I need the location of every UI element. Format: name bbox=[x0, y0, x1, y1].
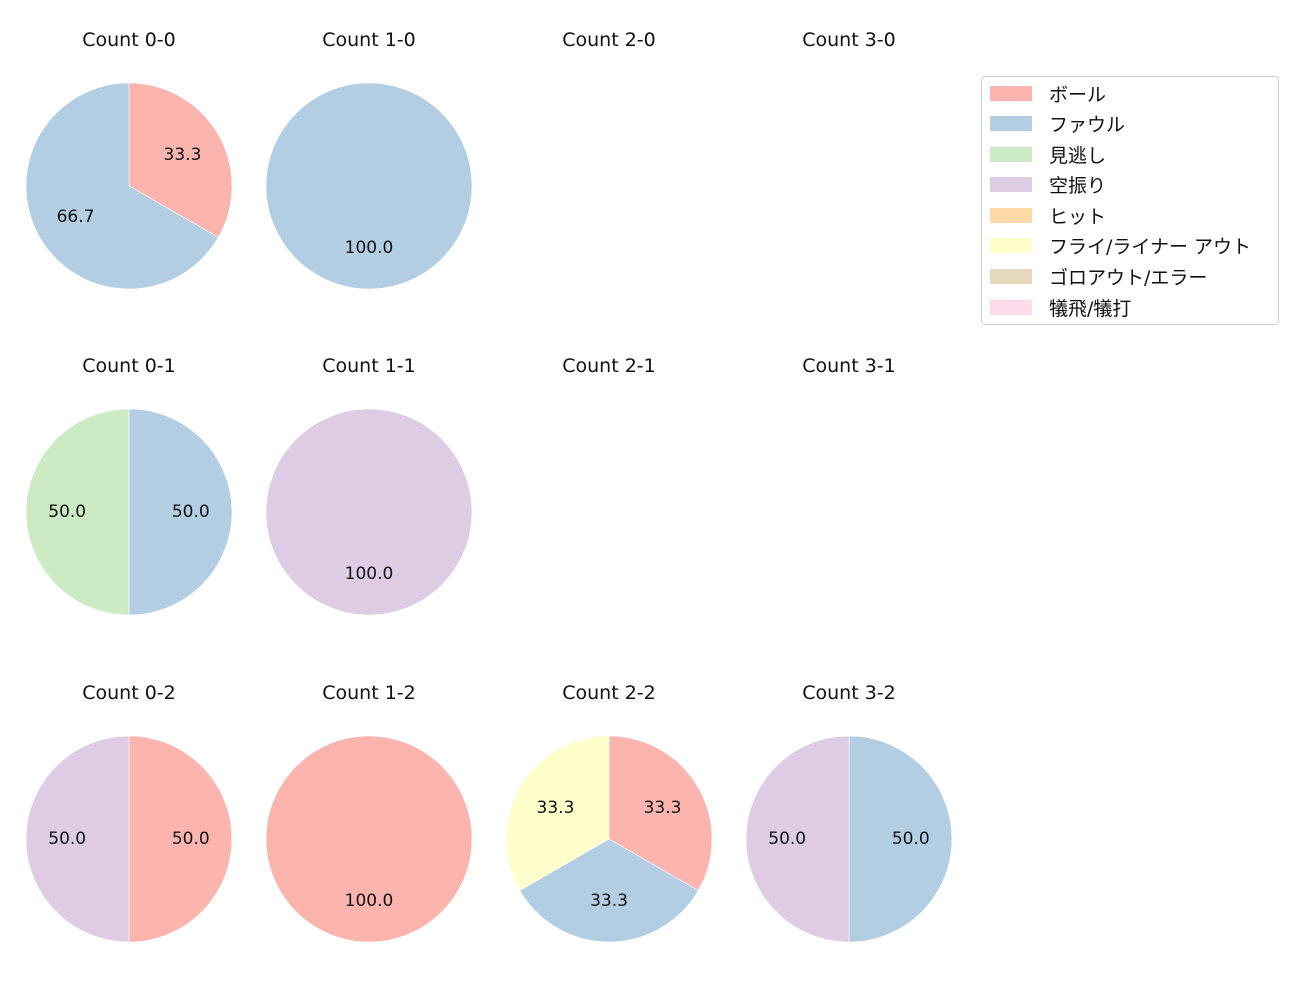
chart-title: Count 2-1 bbox=[562, 355, 656, 377]
slice-percent-label: 100.0 bbox=[345, 564, 394, 584]
legend-label: 空振り bbox=[1049, 174, 1107, 197]
legend-swatch bbox=[990, 299, 1032, 315]
legend-item-fly-liner-out: フライ/ライナー アウト bbox=[990, 233, 1252, 258]
legend-label: ファウル bbox=[1049, 113, 1126, 136]
chart-title: Count 3-1 bbox=[802, 355, 896, 377]
pie-slice bbox=[128, 408, 233, 616]
pie-slice bbox=[128, 82, 233, 238]
slice-percent-label: 50.0 bbox=[48, 829, 86, 849]
pie-slice bbox=[265, 408, 473, 616]
legend-label: ゴロアウト/エラー bbox=[1049, 266, 1208, 289]
chart-title: Count 2-0 bbox=[562, 29, 656, 51]
pie-slice bbox=[265, 735, 473, 943]
pie-slice bbox=[848, 735, 953, 943]
pie-slice bbox=[25, 735, 130, 943]
pie-slice bbox=[608, 735, 713, 891]
legend-swatch bbox=[990, 146, 1032, 162]
slice-percent-label: 100.0 bbox=[345, 238, 394, 258]
chart-title: Count 3-0 bbox=[802, 29, 896, 51]
legend-swatch bbox=[990, 85, 1032, 101]
legend-label: ヒット bbox=[1049, 205, 1107, 228]
slice-percent-label: 50.0 bbox=[172, 502, 210, 522]
slice-percent-label: 33.3 bbox=[164, 145, 202, 165]
legend-label: ボール bbox=[1049, 83, 1107, 106]
chart-title: Count 1-2 bbox=[322, 682, 416, 704]
legend-label: フライ/ライナー アウト bbox=[1049, 235, 1252, 258]
slice-percent-label: 33.3 bbox=[537, 798, 575, 818]
legend-swatch bbox=[990, 207, 1032, 223]
chart-title: Count 0-0 bbox=[82, 29, 176, 51]
legend-item-hit: ヒット bbox=[990, 203, 1107, 228]
chart-title: Count 0-2 bbox=[82, 682, 176, 704]
legend-item-called-strike: 見逃し bbox=[990, 142, 1107, 167]
slice-percent-label: 66.7 bbox=[57, 207, 95, 227]
pie-slice bbox=[505, 735, 610, 891]
pie-slice bbox=[25, 82, 219, 290]
legend: ボール ファウル 見逃し 空振り ヒット フライ/ライナー アウト ゴロアウト/… bbox=[981, 76, 1279, 325]
pie-slice bbox=[745, 735, 850, 943]
chart-title: Count 1-1 bbox=[322, 355, 416, 377]
legend-item-grounder-error: ゴロアウト/エラー bbox=[990, 264, 1208, 289]
legend-swatch bbox=[990, 176, 1032, 192]
legend-label: 犠飛/犠打 bbox=[1049, 297, 1132, 320]
legend-label: 見逃し bbox=[1049, 144, 1107, 167]
slice-percent-label: 100.0 bbox=[345, 891, 394, 911]
pie-slice bbox=[265, 82, 473, 290]
legend-item-foul: ファウル bbox=[990, 111, 1126, 136]
slice-percent-label: 50.0 bbox=[768, 829, 806, 849]
slice-percent-label: 50.0 bbox=[892, 829, 930, 849]
legend-item-swinging-strike: 空振り bbox=[990, 172, 1107, 197]
chart-title: Count 0-1 bbox=[82, 355, 176, 377]
chart-title: Count 3-2 bbox=[802, 682, 896, 704]
slice-percent-label: 33.3 bbox=[590, 891, 628, 911]
slice-percent-label: 33.3 bbox=[644, 798, 682, 818]
legend-swatch bbox=[990, 237, 1032, 253]
pie-slice bbox=[128, 735, 233, 943]
chart-title: Count 2-2 bbox=[562, 682, 656, 704]
slice-percent-label: 50.0 bbox=[48, 502, 86, 522]
legend-swatch bbox=[990, 115, 1032, 131]
legend-item-ball: ボール bbox=[990, 81, 1107, 106]
legend-item-sacrifice: 犠飛/犠打 bbox=[990, 295, 1132, 320]
pie-slice bbox=[25, 408, 130, 616]
slice-percent-label: 50.0 bbox=[172, 829, 210, 849]
legend-swatch bbox=[990, 268, 1032, 284]
chart-title: Count 1-0 bbox=[322, 29, 416, 51]
